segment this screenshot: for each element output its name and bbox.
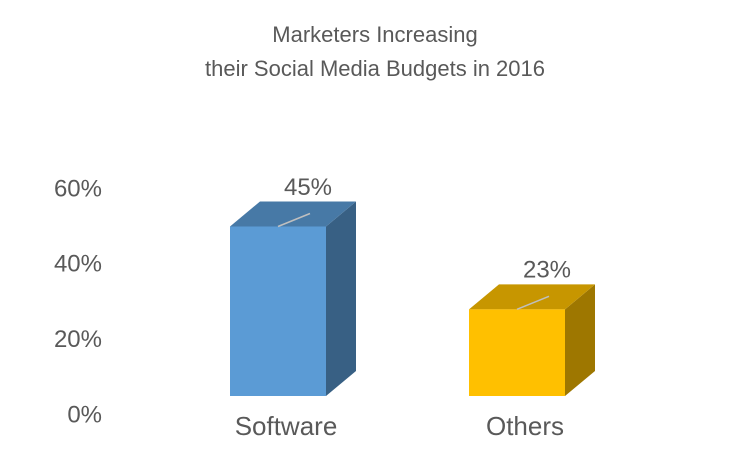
bar-top xyxy=(230,201,356,227)
bar-side xyxy=(565,284,595,396)
x-tick-label: Others xyxy=(486,411,564,441)
data-label: 45% xyxy=(284,174,332,201)
x-tick-label: Software xyxy=(235,411,338,441)
bar xyxy=(230,226,326,396)
data-label: 23% xyxy=(523,257,571,284)
y-tick-label: 0% xyxy=(67,401,102,428)
leader-line xyxy=(277,212,311,228)
bar xyxy=(469,309,565,396)
chart-title: their Social Media Budgets in 2016 xyxy=(205,56,545,81)
leader-line xyxy=(516,295,550,311)
y-tick-label: 40% xyxy=(54,251,102,278)
bar-side xyxy=(326,201,356,396)
y-tick-label: 60% xyxy=(54,175,102,202)
bar-top xyxy=(469,284,595,310)
chart-title: Marketers Increasing xyxy=(272,22,477,47)
y-tick-label: 20% xyxy=(54,326,102,353)
